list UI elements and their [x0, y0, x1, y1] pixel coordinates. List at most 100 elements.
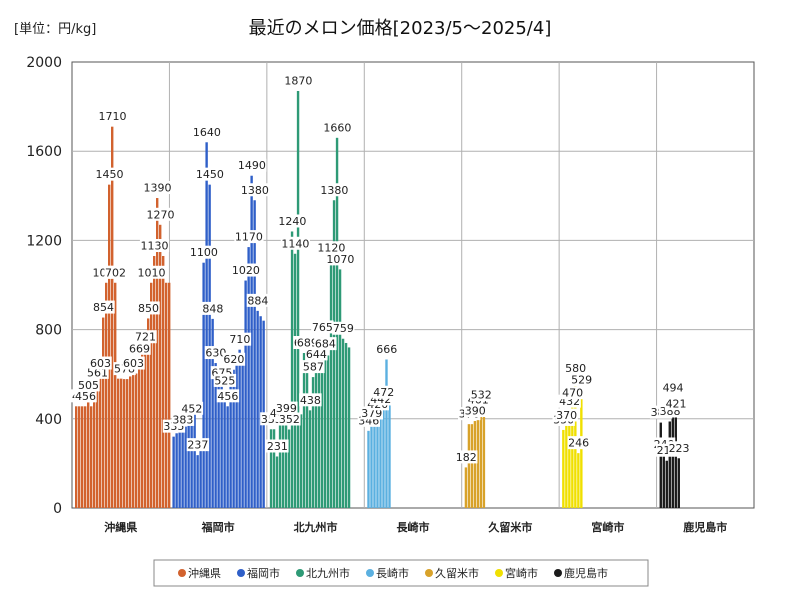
bar — [211, 318, 214, 508]
bar — [659, 422, 662, 508]
legend-label: 沖縄県 — [188, 566, 221, 580]
bar — [317, 356, 321, 508]
data-label-bg — [664, 397, 688, 411]
y-tick-label: 1600 — [26, 144, 62, 160]
category-label: 福岡市 — [201, 520, 235, 534]
bar — [668, 421, 671, 508]
bar — [379, 409, 382, 508]
data-label: 505 — [78, 379, 99, 392]
data-label-bg — [222, 352, 246, 366]
data-label-bg — [561, 386, 584, 400]
data-label-bg — [171, 412, 195, 426]
data-label-bg — [299, 393, 322, 407]
bar — [314, 364, 318, 508]
data-label-bg — [316, 241, 346, 255]
y-tick-label: 400 — [35, 412, 62, 428]
bar — [577, 453, 580, 508]
bar — [105, 282, 108, 508]
bar — [135, 373, 138, 508]
bar — [205, 142, 208, 508]
legend-label: 鹿児島市 — [564, 566, 608, 580]
data-label: 759 — [333, 322, 354, 335]
bar — [175, 433, 178, 508]
bar — [284, 418, 288, 508]
bar — [332, 200, 336, 508]
legend-label: 久留米市 — [435, 566, 479, 580]
data-label-bg — [201, 301, 225, 315]
data-label-bg — [228, 332, 252, 346]
data-label-bg — [277, 214, 307, 228]
data-label: 620 — [223, 353, 244, 366]
bar — [193, 407, 196, 508]
bar — [138, 358, 141, 508]
data-label-bg — [213, 373, 237, 387]
data-label-bg — [570, 373, 593, 387]
bar — [256, 310, 259, 508]
bar — [473, 421, 477, 508]
data-label: 1380 — [320, 184, 348, 197]
bar — [181, 429, 184, 508]
bar — [296, 90, 300, 509]
data-label-bg — [305, 347, 328, 361]
bar — [102, 317, 105, 508]
bar — [464, 467, 468, 508]
data-label-bg — [92, 300, 115, 314]
bar — [141, 351, 144, 508]
data-label: 884 — [247, 294, 268, 307]
data-label-bg — [266, 439, 289, 453]
category-label: 長崎市 — [397, 520, 430, 534]
bar — [129, 376, 132, 508]
bar — [341, 338, 345, 508]
bar — [184, 426, 187, 508]
bar — [662, 454, 665, 508]
bar — [108, 184, 111, 508]
bar — [470, 424, 474, 508]
bar — [156, 198, 159, 508]
data-label-bg — [136, 265, 167, 279]
bar — [81, 406, 84, 508]
data-label: 1240 — [278, 215, 306, 228]
data-label-bg — [137, 301, 160, 315]
data-label-bg — [667, 441, 691, 455]
data-label-bg — [145, 207, 176, 221]
bar — [111, 126, 114, 509]
legend-label: 宮崎市 — [505, 566, 538, 580]
bar — [241, 356, 244, 508]
data-label: 529 — [571, 374, 592, 387]
bar — [674, 414, 677, 508]
data-label: 848 — [202, 302, 223, 315]
data-label-bg — [122, 356, 145, 370]
bar — [482, 389, 486, 508]
bar — [196, 455, 199, 508]
legend-label: 長崎市 — [376, 566, 409, 580]
data-label: 1100 — [190, 246, 218, 259]
data-label-bg — [74, 389, 97, 403]
data-label: 669 — [129, 342, 150, 355]
data-label: 390 — [465, 405, 486, 418]
bar — [476, 409, 480, 508]
bar — [259, 316, 262, 508]
data-label: 1390 — [144, 182, 172, 195]
data-label: 702 — [105, 266, 126, 279]
bar — [382, 402, 385, 508]
data-label-bg — [234, 230, 264, 244]
data-label: 370 — [556, 409, 577, 422]
bar — [153, 256, 156, 508]
bar — [117, 378, 120, 508]
data-label: 561 — [87, 366, 108, 379]
legend-marker — [366, 569, 374, 577]
data-label-bg — [134, 330, 157, 344]
data-label: 223 — [669, 442, 690, 455]
bar — [311, 377, 315, 508]
legend-marker — [425, 569, 433, 577]
data-label: 1450 — [196, 168, 224, 181]
category-label: 北九州市 — [294, 520, 338, 534]
bar — [571, 403, 574, 508]
data-label-bg — [97, 109, 128, 123]
bar — [159, 224, 162, 509]
bar — [250, 175, 253, 509]
bar — [302, 353, 306, 508]
data-label-bg — [296, 336, 319, 350]
y-tick-label: 2000 — [26, 55, 62, 71]
